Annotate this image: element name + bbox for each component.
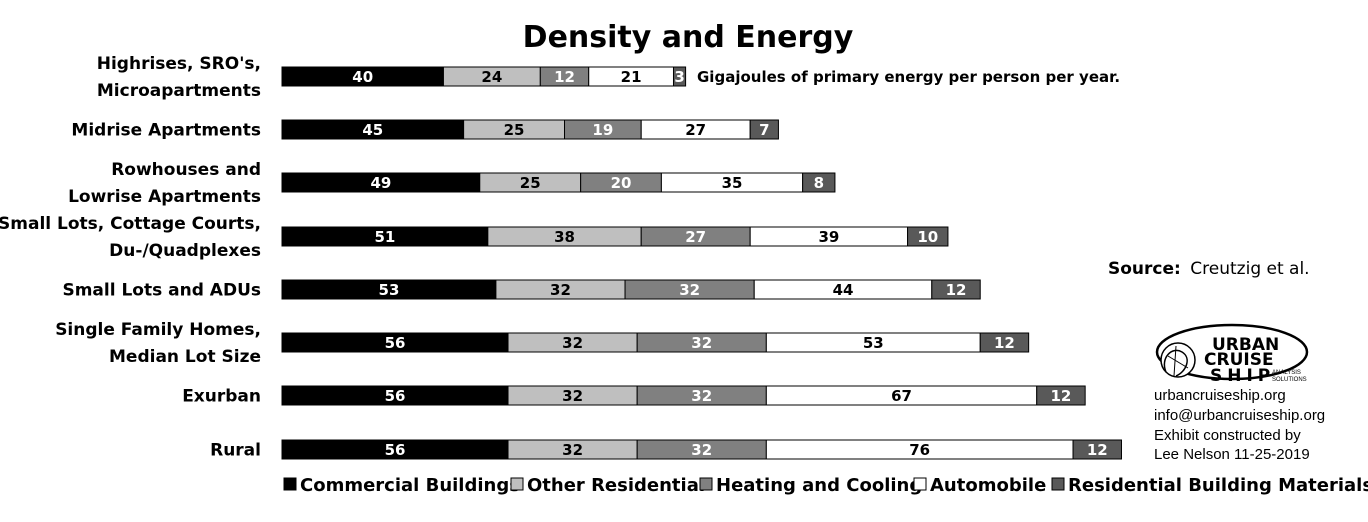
legend-swatch [510,477,524,491]
bar-segment [931,279,981,300]
urban-cruise-ship-logo: URBAN CRUISE SHIP ANALYSIS SOLUTIONS [1155,323,1309,386]
data-label: 19 [592,121,613,139]
legend-swatch [913,477,927,491]
category-label: Single Family Homes, [55,320,261,340]
category-label: Small Lots and ADUs [62,281,261,301]
category-label: Rowhouses and [111,160,261,180]
logo-line-urban: URBAN [1212,335,1279,355]
bar-segment [672,66,687,87]
credit-author-date: Lee Nelson 11-25-2019 [1154,446,1310,463]
data-label: 39 [818,228,839,246]
data-label: 12 [554,68,575,86]
data-label: 53 [863,334,884,352]
category-label: Midrise Apartments [71,121,261,141]
data-label: 56 [385,334,406,352]
bar-segment [907,226,949,247]
legend-label: Other Residential [527,475,705,496]
units-note: Gigajoules of primary energy per person … [697,68,1120,86]
logo-tagline-solutions: SOLUTIONS [1272,377,1307,383]
data-label: 7 [759,121,769,139]
data-label: 76 [909,441,930,459]
data-label: 8 [814,174,824,192]
category-label: Median Lot Size [109,347,261,367]
legend: Commercial Buildings Other Residential Hea… [283,475,1368,496]
data-label: 44 [833,281,854,299]
data-label: 53 [379,281,400,299]
data-label: 32 [562,441,583,459]
data-label: 3 [674,68,684,86]
data-label: 27 [685,121,706,139]
data-label: 38 [554,228,575,246]
bar-segment [749,119,779,140]
category-label: Highrises, SRO's, [97,54,261,74]
data-label: 49 [370,174,391,192]
source-note: Source: Creutzig et al. [1108,259,1310,279]
data-label: 67 [891,387,912,405]
credit-website: urbancruiseship.org [1154,387,1286,404]
data-label: 35 [722,174,743,192]
category-label: Rural [210,441,261,461]
source-label: Source: [1108,259,1181,279]
data-label: 27 [685,228,706,246]
data-label: 12 [946,281,967,299]
category-label: Lowrise Apartments [68,187,261,207]
data-label: 25 [520,174,541,192]
data-label: 10 [917,228,938,246]
data-label: 32 [679,281,700,299]
data-label: 51 [374,228,395,246]
logo-line-cruise: CRUISE [1204,350,1274,370]
category-label: Small Lots, Cottage Courts, [0,214,261,234]
source-text: Creutzig et al. [1190,259,1309,279]
bar-segment [979,332,1030,353]
stacked-bars: 40 24 12 21 3 45 25 19 27 7 49 25 20 35 8 51 38 27 39 10 53 3… [281,66,1122,460]
legend-label: Heating and Cooling [716,475,922,496]
data-label: 12 [1051,387,1072,405]
logo-line-ship: SHIP [1210,366,1275,386]
category-labels: Highrises, SRO's, Microapartments Midrise … [0,54,261,461]
legend-swatch [283,477,297,491]
credit-constructed-by: Exhibit constructed by [1154,427,1301,444]
data-label: 32 [691,387,712,405]
logo-tagline-analysis: ANALYSIS [1272,370,1301,376]
data-label: 56 [385,441,406,459]
legend-label: Commercial Buildings [300,475,520,496]
legend-swatch [699,477,713,491]
chart-title: Density and Energy [523,20,854,55]
data-label: 32 [691,334,712,352]
data-label: 12 [994,334,1015,352]
category-label: Exurban [182,387,261,407]
bar-segment [1072,439,1122,460]
category-label: Du-/Quadplexes [109,241,261,261]
legend-label: Automobile [930,475,1046,496]
data-label: 32 [691,441,712,459]
data-label: 20 [611,174,632,192]
data-label: 25 [504,121,525,139]
category-label: Microapartments [97,81,261,101]
bar-segment [802,172,836,193]
credits-block: urbancruiseship.org info@urbancruiseship… [1154,387,1325,463]
data-label: 56 [385,387,406,405]
data-label: 32 [562,334,583,352]
legend-swatch [1051,477,1065,491]
data-label: 32 [562,387,583,405]
data-label: 12 [1087,441,1108,459]
data-label: 24 [481,68,502,86]
data-label: 32 [550,281,571,299]
bar-segment [1036,385,1086,406]
legend-label: Residential Building Materials [1068,475,1368,496]
data-label: 45 [362,121,383,139]
data-label: 40 [352,68,373,86]
data-label: 21 [621,68,642,86]
credit-email: info@urbancruiseship.org [1154,407,1325,424]
